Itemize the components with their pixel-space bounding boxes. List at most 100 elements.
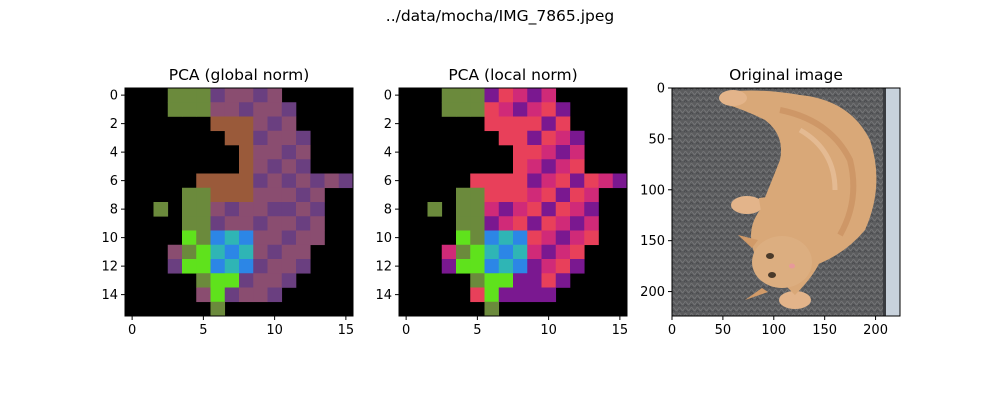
heatmap-cell [281, 159, 297, 174]
heatmap-cell [584, 202, 599, 217]
heatmap-cell [253, 273, 268, 288]
heatmap-cell [196, 173, 211, 189]
heatmap-cell [239, 173, 254, 189]
heatmap-cell [513, 116, 528, 132]
heatmap-cell [167, 259, 183, 274]
heatmap-cell [441, 88, 457, 103]
heatmap-cell [555, 130, 571, 146]
heatmap-cell [210, 244, 226, 260]
heatmap-cell [527, 259, 542, 274]
heatmap-cell [296, 230, 311, 246]
x-tick-label: 50 [715, 323, 732, 338]
heatmap-cell [470, 202, 485, 217]
pca-local-heatmap [399, 88, 628, 317]
heatmap-cell [513, 145, 528, 160]
heatmap-cell [498, 259, 514, 274]
heatmap-cell [296, 202, 311, 217]
heatmap-cell [470, 259, 485, 274]
heatmap-cell [281, 130, 297, 146]
heatmap-cell [210, 116, 226, 132]
heatmap-cell [267, 145, 283, 160]
heatmap-cell [281, 202, 297, 217]
y-tick-label: 4 [110, 146, 118, 161]
pca-local-title: PCA (local norm) [448, 66, 577, 84]
heatmap-cell [570, 159, 585, 174]
heatmap-cell [555, 187, 571, 203]
heatmap-cell [210, 287, 226, 303]
heatmap-cell [555, 102, 571, 117]
heatmap-cell [470, 216, 485, 231]
heatmap-cell [484, 102, 500, 117]
heatmap-cell [456, 230, 471, 246]
heatmap-cell [498, 230, 514, 246]
x-tick-label: 5 [199, 323, 207, 338]
heatmap-cell [253, 130, 268, 146]
heatmap-cell [570, 244, 585, 260]
heatmap-cell [224, 244, 240, 260]
heatmap-cell [267, 230, 283, 246]
heatmap-cell [484, 301, 500, 317]
y-tick-label: 8 [110, 203, 118, 218]
heatmap-cell [267, 202, 283, 217]
y-tick-label: 100 [640, 183, 665, 198]
heatmap-cell [182, 202, 197, 217]
heatmap-cell [253, 244, 268, 260]
pca-global-frame [124, 87, 354, 317]
heatmap-cell [498, 88, 514, 103]
heatmap-cell [456, 187, 471, 203]
y-tick-label: 10 [375, 231, 392, 246]
heatmap-cell [527, 116, 542, 132]
heatmap-cell [456, 259, 471, 274]
heatmap-cell [498, 173, 514, 189]
heatmap-cell [239, 159, 254, 174]
heatmap-cell [527, 202, 542, 217]
heatmap-cell [239, 187, 254, 203]
heatmap-cell [513, 187, 528, 203]
heatmap-cell [484, 88, 500, 103]
heatmap-cell [296, 145, 311, 160]
heatmap-cell [541, 159, 557, 174]
y-tick-label: 14 [375, 288, 392, 303]
heatmap-cell [224, 102, 240, 117]
heatmap-cell [456, 102, 471, 117]
heatmap-cell [527, 244, 542, 260]
heatmap-cell [498, 287, 514, 303]
y-tick-label: 10 [101, 231, 118, 246]
heatmap-cell [484, 116, 500, 132]
heatmap-cell [239, 130, 254, 146]
heatmap-cell [470, 230, 485, 246]
heatmap-cell [196, 216, 211, 231]
heatmap-cell [612, 173, 628, 189]
heatmap-cell [527, 287, 542, 303]
heatmap-cell [210, 216, 226, 231]
heatmap-cell [570, 216, 585, 231]
heatmap-cell [541, 287, 557, 303]
heatmap-cell [484, 230, 500, 246]
x-tick-label: 15 [612, 323, 629, 338]
x-tick-label: 0 [668, 323, 676, 338]
heatmap-cell [555, 116, 571, 132]
heatmap-cell [441, 102, 457, 117]
heatmap-cell [196, 88, 211, 103]
y-tick-label: 50 [648, 132, 665, 147]
pca-local-frame [398, 87, 628, 317]
y-tick-label: 6 [384, 174, 392, 189]
heatmap-cell [267, 187, 283, 203]
heatmap-cell [484, 216, 500, 231]
heatmap-cell [498, 116, 514, 132]
heatmap-cell [196, 202, 211, 217]
heatmap-cell [541, 259, 557, 274]
y-tick-label: 150 [640, 234, 665, 249]
heatmap-cell [239, 230, 254, 246]
heatmap-cell [541, 230, 557, 246]
heatmap-cell [470, 287, 485, 303]
heatmap-cell [513, 202, 528, 217]
y-tick-label: 0 [657, 82, 665, 97]
heatmap-cell [210, 301, 226, 317]
y-tick-label: 12 [101, 260, 118, 275]
heatmap-cell [239, 287, 254, 303]
y-tick-label: 200 [640, 285, 665, 300]
heatmap-cell [281, 187, 297, 203]
y-tick-label: 6 [110, 174, 118, 189]
y-tick-label: 4 [384, 146, 392, 161]
